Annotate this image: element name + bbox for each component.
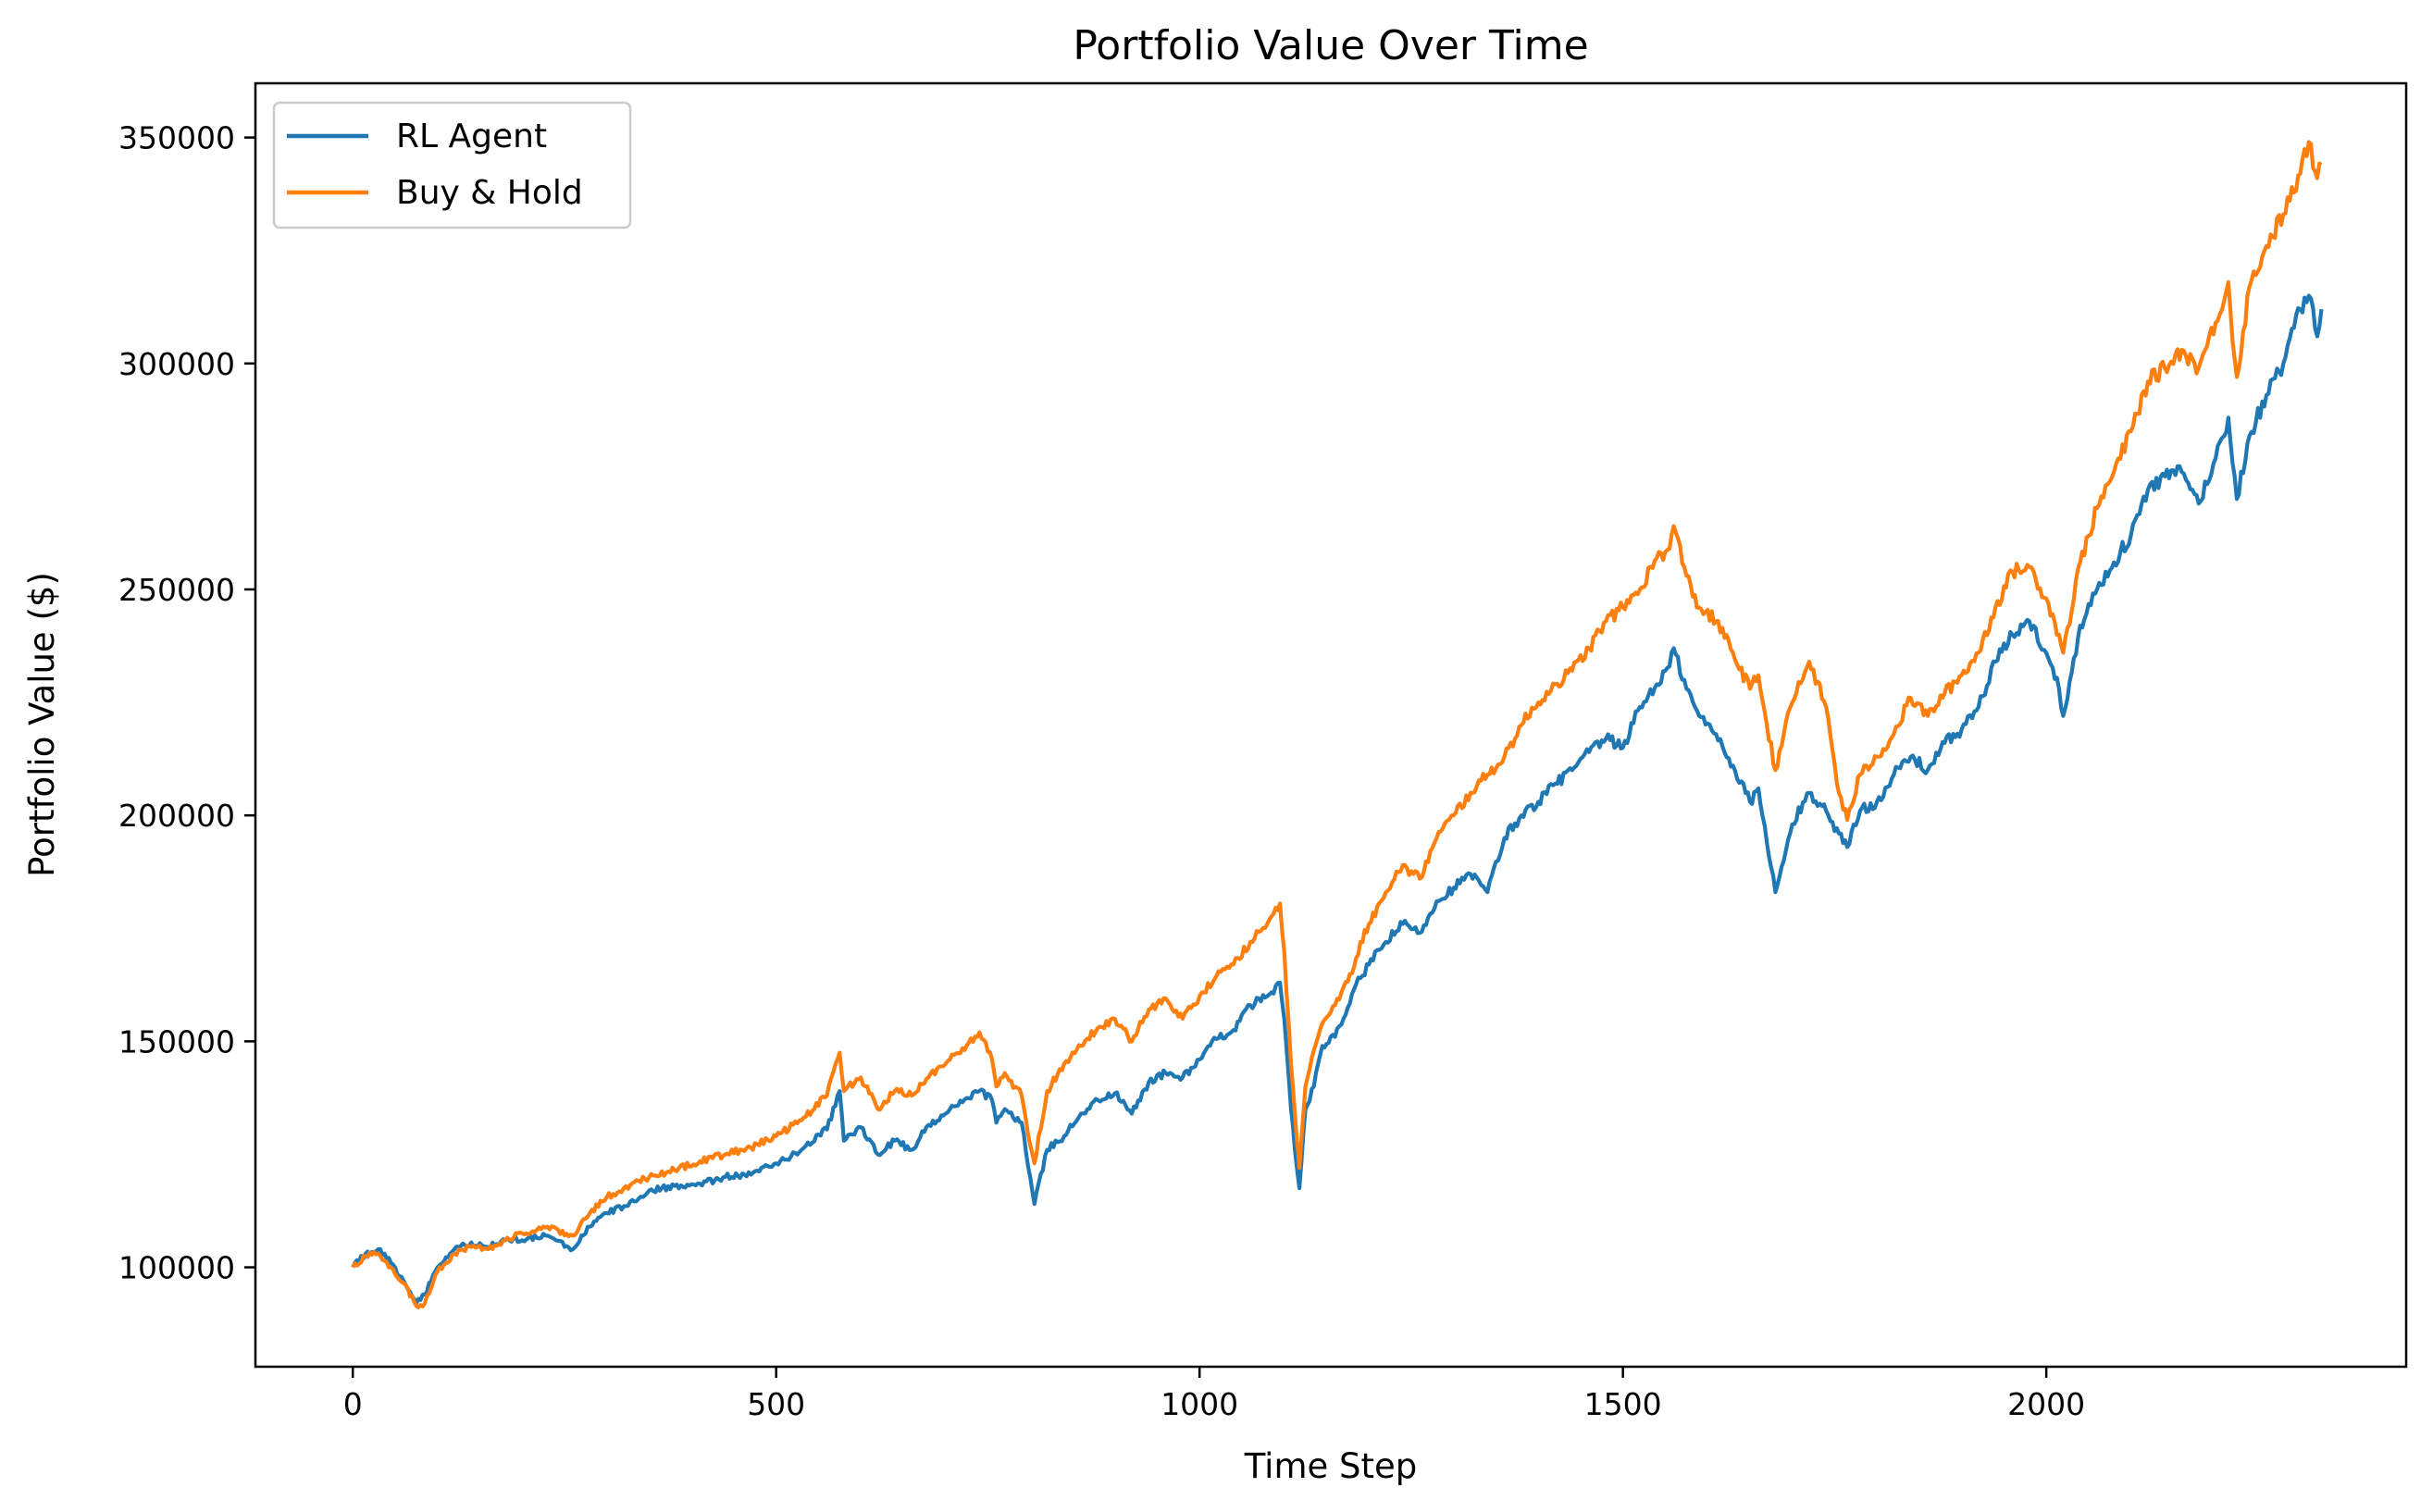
y-tick-label: 350000 xyxy=(118,120,235,156)
y-tick-label: 250000 xyxy=(118,572,235,608)
series-layer xyxy=(351,140,2324,1309)
plot-frame xyxy=(254,81,2408,1369)
legend-label-buy-hold: Buy & Hold xyxy=(396,174,583,212)
legend: RL Agent Buy & Hold xyxy=(272,101,632,229)
x-tick-label: 500 xyxy=(747,1386,805,1422)
legend-label-rl-agent: RL Agent xyxy=(396,118,547,155)
y-axis: 100000 150000 200000 250000 300000 350000 xyxy=(118,120,255,1286)
y-tick-label: 100000 xyxy=(118,1250,235,1286)
x-axis-title: Time Step xyxy=(1244,1446,1418,1486)
series-line-buy-hold xyxy=(351,140,2323,1309)
chart-title: Portfolio Value Over Time xyxy=(1073,22,1588,69)
x-tick-label: 0 xyxy=(343,1386,363,1422)
y-tick-label: 200000 xyxy=(118,798,235,834)
x-axis: 0 500 1000 1500 2000 xyxy=(343,1367,2085,1422)
x-tick-label: 1500 xyxy=(1584,1386,1662,1422)
y-axis-title: Portfolio Value ($) xyxy=(22,572,62,877)
y-tick-label: 150000 xyxy=(118,1023,235,1060)
x-tick-label: 1000 xyxy=(1161,1386,1238,1422)
y-tick-label: 300000 xyxy=(118,346,235,382)
series-line-rl-agent xyxy=(351,293,2324,1306)
x-tick-label: 2000 xyxy=(2007,1386,2085,1422)
